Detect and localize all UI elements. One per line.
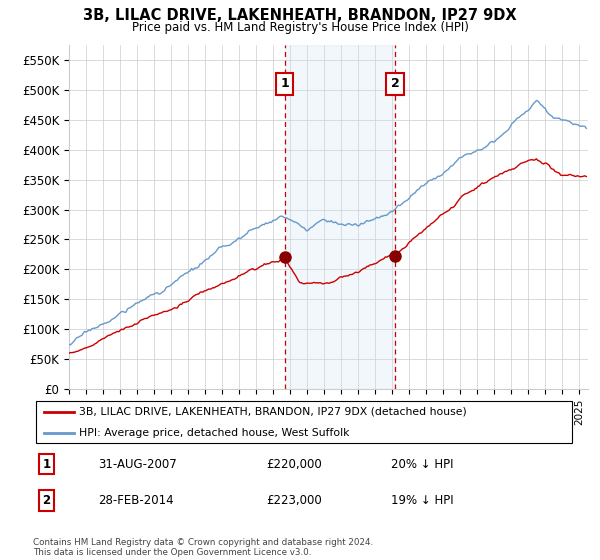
Text: £220,000: £220,000	[266, 458, 322, 470]
Text: 2: 2	[43, 494, 50, 507]
Text: 3B, LILAC DRIVE, LAKENHEATH, BRANDON, IP27 9DX (detached house): 3B, LILAC DRIVE, LAKENHEATH, BRANDON, IP…	[79, 407, 467, 417]
Text: HPI: Average price, detached house, West Suffolk: HPI: Average price, detached house, West…	[79, 428, 350, 438]
Text: 31-AUG-2007: 31-AUG-2007	[98, 458, 177, 470]
Text: Price paid vs. HM Land Registry's House Price Index (HPI): Price paid vs. HM Land Registry's House …	[131, 21, 469, 34]
Text: 20% ↓ HPI: 20% ↓ HPI	[391, 458, 454, 470]
Text: £223,000: £223,000	[266, 494, 322, 507]
Text: 19% ↓ HPI: 19% ↓ HPI	[391, 494, 454, 507]
Text: 1: 1	[43, 458, 50, 470]
Text: Contains HM Land Registry data © Crown copyright and database right 2024.
This d: Contains HM Land Registry data © Crown c…	[33, 538, 373, 557]
Text: 2: 2	[391, 77, 400, 90]
FancyBboxPatch shape	[36, 401, 572, 444]
Bar	[284, 45, 395, 389]
Text: 28-FEB-2014: 28-FEB-2014	[98, 494, 174, 507]
Text: 3B, LILAC DRIVE, LAKENHEATH, BRANDON, IP27 9DX: 3B, LILAC DRIVE, LAKENHEATH, BRANDON, IP…	[83, 8, 517, 24]
Text: 1: 1	[280, 77, 289, 90]
